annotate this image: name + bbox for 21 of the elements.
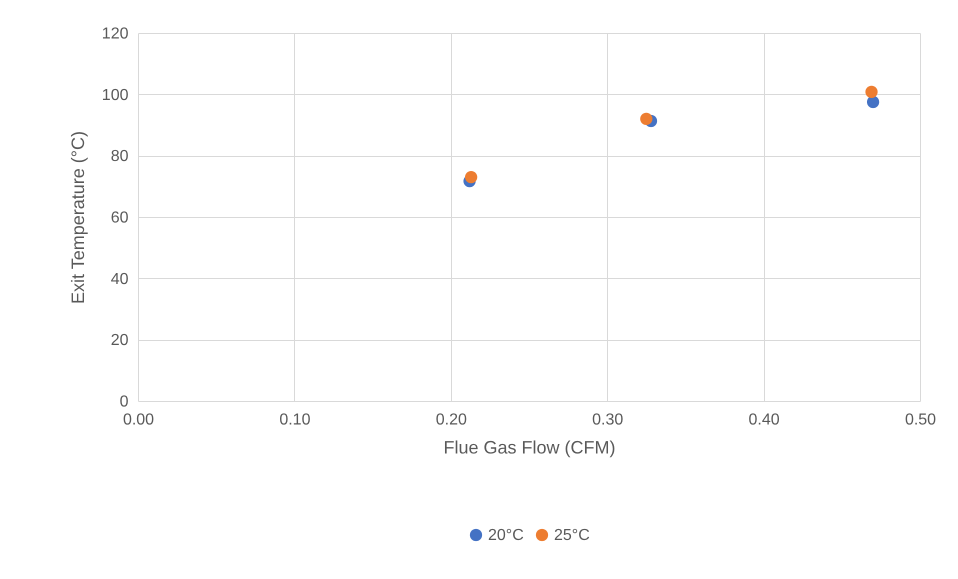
x-axis-title: Flue Gas Flow (CFM) <box>443 438 616 458</box>
y-tick-label: 40 <box>110 270 129 288</box>
x-tick-label: 0.10 <box>279 412 311 428</box>
y-tick-label: 60 <box>110 210 129 226</box>
x-tick-label: 0.00 <box>122 412 154 428</box>
y-tick-label: 120 <box>102 26 129 42</box>
legend-label: 20°C <box>488 527 524 544</box>
legend-label: 25°C <box>554 527 590 544</box>
y-axis-title: Exit Temperature (°C) <box>68 131 88 304</box>
y-tick-label: 0 <box>120 394 129 410</box>
y-tick-label: 80 <box>110 148 129 166</box>
x-tick-label: 0.20 <box>436 412 467 428</box>
y-tick-label: 100 <box>102 86 129 104</box>
point <box>465 171 478 184</box>
y-tick-label: 20 <box>110 332 129 350</box>
x-tick-label: 0.30 <box>592 412 624 428</box>
point <box>640 112 652 125</box>
point <box>865 86 878 98</box>
point <box>866 96 880 108</box>
x-tick-label: 0.50 <box>904 412 936 428</box>
x-tick-label: 0.40 <box>748 412 780 428</box>
